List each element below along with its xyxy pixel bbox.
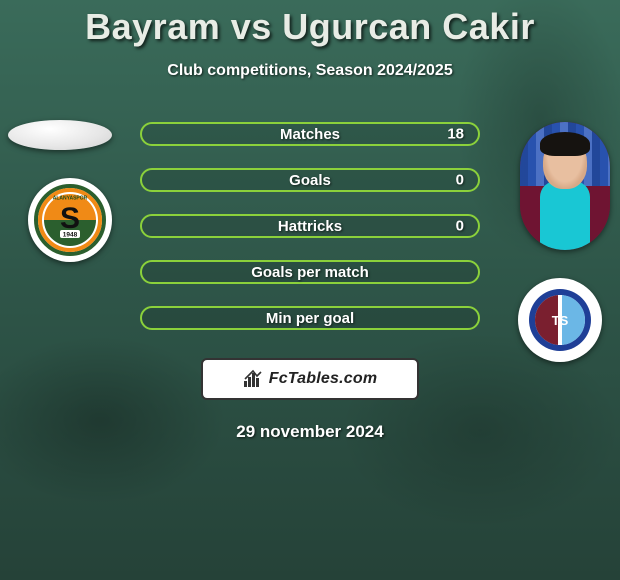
page-title: Bayram vs Ugurcan Cakir bbox=[85, 6, 535, 48]
stat-label: Matches bbox=[280, 126, 340, 143]
stat-label: Goals per match bbox=[251, 264, 369, 281]
stat-value-right: 18 bbox=[447, 126, 464, 143]
stat-label: Min per goal bbox=[266, 310, 354, 327]
svg-text:ALANYASPOR: ALANYASPOR bbox=[53, 196, 88, 202]
club-left-logo: 1948 S ALANYASPOR bbox=[28, 178, 112, 262]
stat-bar-goals: Goals 0 bbox=[140, 168, 480, 192]
subtitle: Club competitions, Season 2024/2025 bbox=[167, 62, 452, 80]
stat-bar-matches: Matches 18 bbox=[140, 122, 480, 146]
alanyaspor-crest-icon: 1948 S ALANYASPOR bbox=[34, 184, 106, 256]
attribution-badge: FcTables.com bbox=[201, 358, 419, 400]
chart-icon bbox=[243, 369, 265, 389]
stat-label: Hattricks bbox=[278, 218, 342, 235]
player-left-avatar bbox=[8, 120, 112, 150]
svg-text:S: S bbox=[60, 202, 80, 235]
club-right-logo: TS bbox=[518, 278, 602, 362]
stat-bar-hattricks: Hattricks 0 bbox=[140, 214, 480, 238]
attribution-text: FcTables.com bbox=[269, 370, 378, 388]
player-right-avatar bbox=[520, 122, 610, 250]
stat-value-right: 0 bbox=[456, 172, 464, 189]
trabzonspor-crest-icon: TS bbox=[527, 287, 593, 353]
stat-value-right: 0 bbox=[456, 218, 464, 235]
svg-text:TS: TS bbox=[552, 313, 569, 328]
date-text: 29 november 2024 bbox=[236, 422, 383, 442]
stat-bar-min-per-goal: Min per goal bbox=[140, 306, 480, 330]
stats-block: Matches 18 Goals 0 Hattricks 0 Goals per… bbox=[140, 122, 480, 330]
stat-bar-goals-per-match: Goals per match bbox=[140, 260, 480, 284]
stat-label: Goals bbox=[289, 172, 331, 189]
